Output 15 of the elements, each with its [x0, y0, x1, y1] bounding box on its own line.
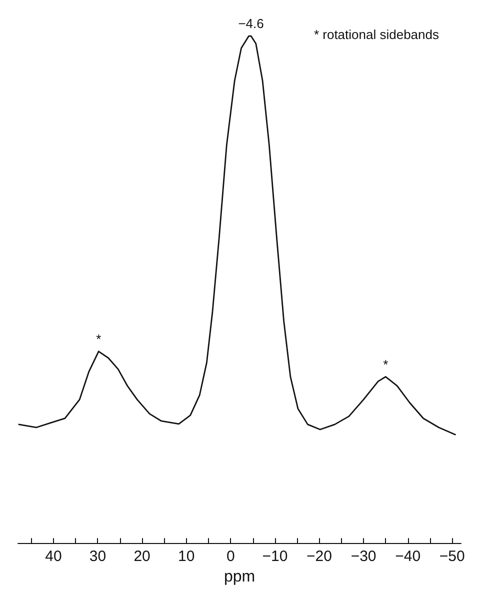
x-tick-label: −30 — [350, 548, 376, 566]
x-tick-label: 40 — [45, 548, 62, 566]
x-tick-label: 20 — [134, 548, 150, 566]
x-tick-label: 30 — [89, 548, 106, 566]
x-tick-label: −50 — [439, 548, 465, 566]
annotation: −4.6 — [238, 16, 264, 31]
x-tick-label: 0 — [226, 548, 235, 566]
x-tick-label: 10 — [178, 548, 195, 566]
x-axis-title: ppm — [224, 568, 256, 586]
annotation: * — [383, 356, 388, 372]
x-tick-label: −20 — [306, 548, 332, 566]
annotation: * rotational sidebands — [314, 27, 440, 42]
annotation: * — [96, 331, 102, 346]
x-tick-label: −40 — [395, 548, 421, 566]
x-tick-label: −10 — [262, 548, 288, 566]
